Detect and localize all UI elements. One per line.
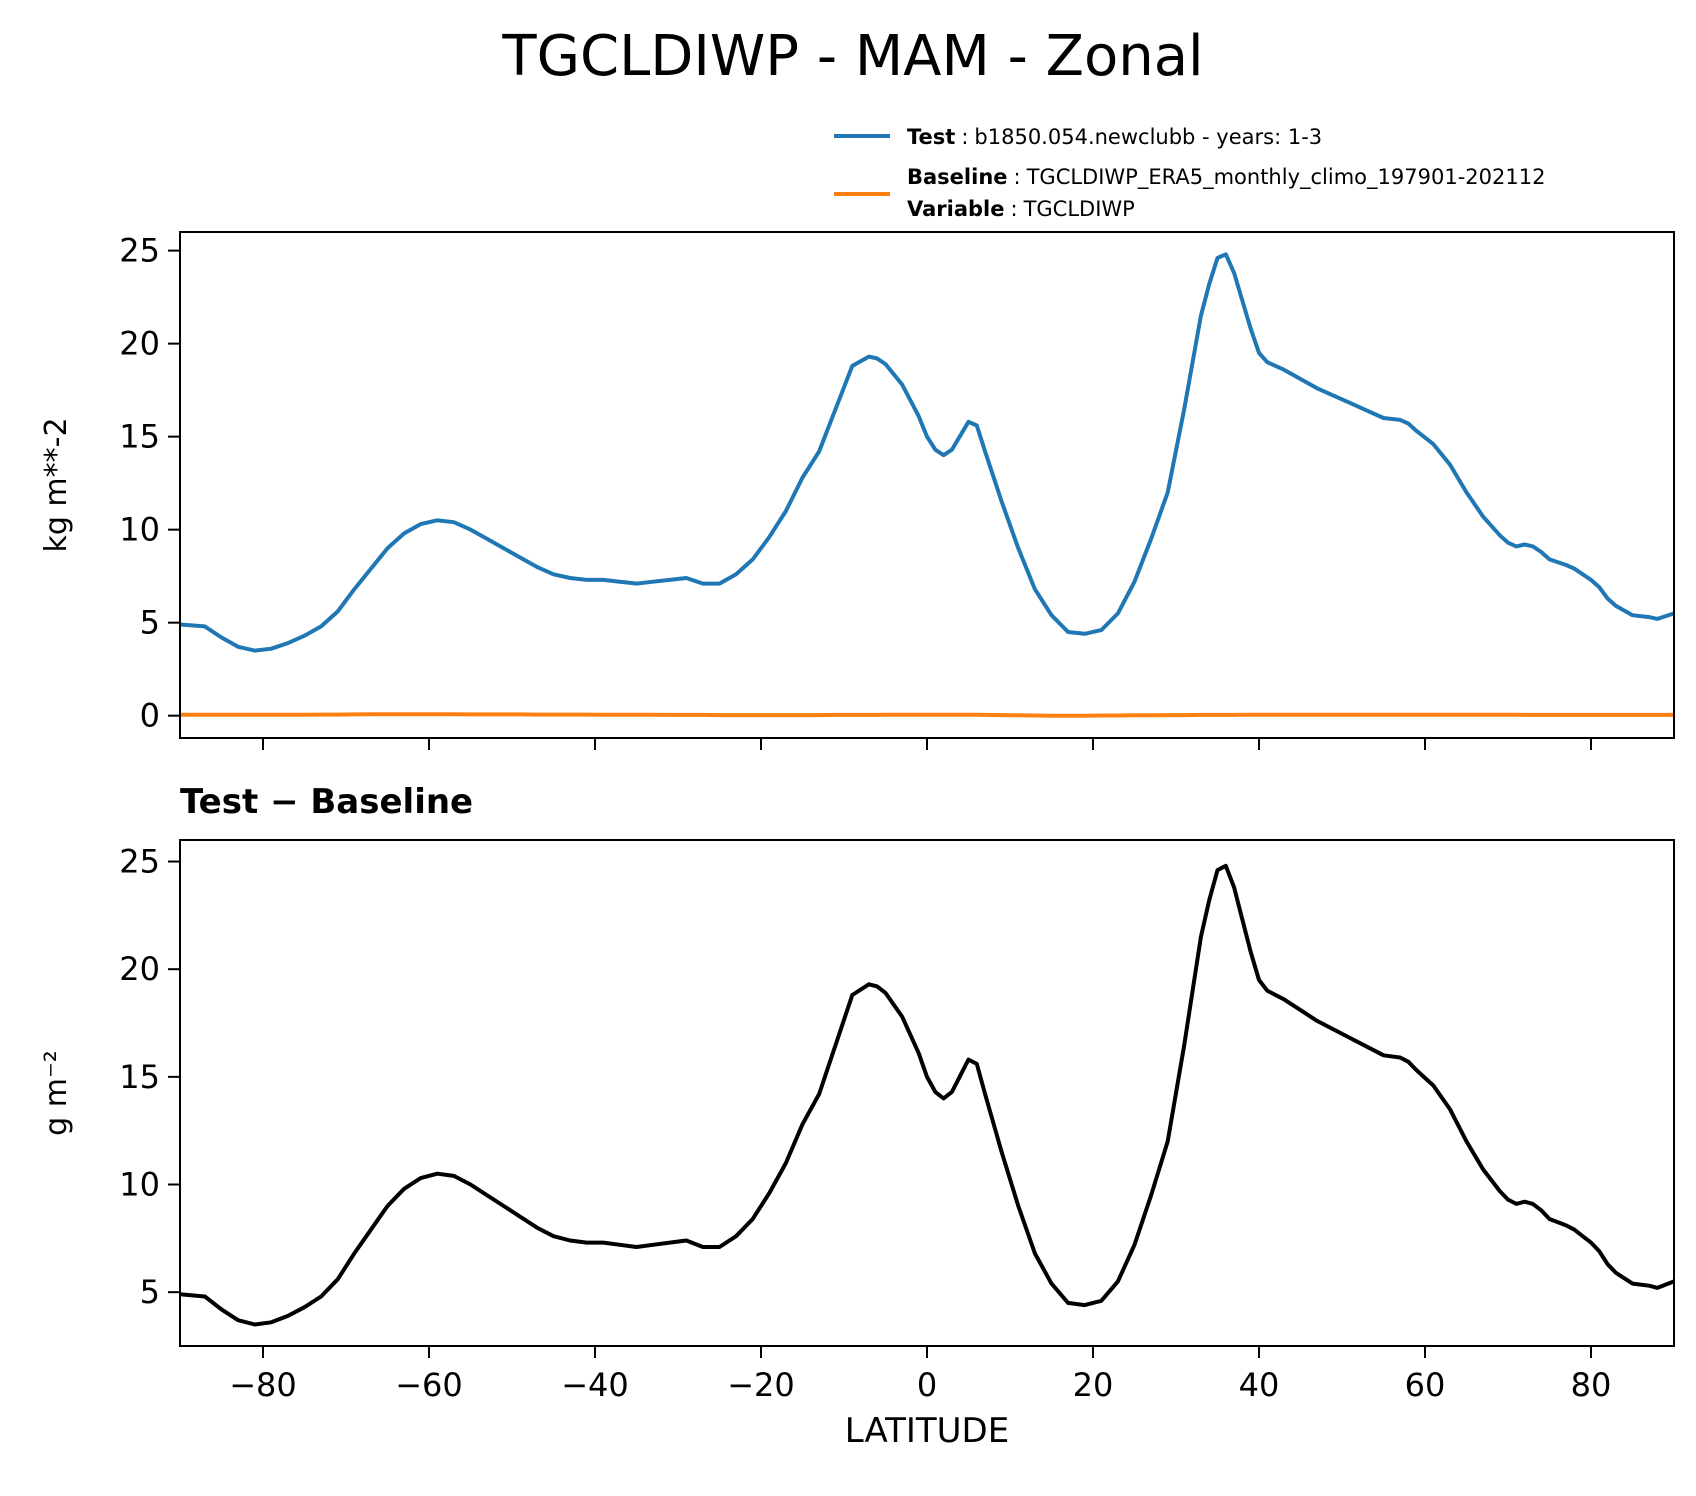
top-y-axis-label: kg m**-2 [39, 417, 74, 552]
x-tick-label: 60 [1405, 1366, 1446, 1404]
top-y-ticks: 0 5 10 15 20 25 [119, 232, 180, 735]
y-tick-label: 10 [119, 1166, 160, 1204]
top-series-group [179, 252, 1675, 718]
top-panel: 0 5 10 15 20 25 kg m**-2 [39, 231, 1675, 750]
legend-variable-text: TGCLDIWP [1023, 197, 1135, 221]
bottom-plot-frame [179, 839, 1675, 1347]
x-tick-label: 80 [1571, 1366, 1612, 1404]
legend-baseline-bold: Baseline [907, 165, 1008, 189]
y-tick-label: 10 [119, 511, 160, 549]
series-line-baseline [180, 712, 1674, 718]
legend-entry-baseline: Baseline: TGCLDIWP_ERA5_monthly_climo_197… [907, 165, 1545, 190]
y-tick-label: 20 [119, 325, 160, 363]
y-tick-label: 15 [119, 1058, 160, 1096]
legend-variable-bold: Variable [907, 197, 1004, 221]
x-tick-label: −80 [229, 1366, 297, 1404]
x-tick-label: −20 [727, 1366, 795, 1404]
legend-test-sep: : [961, 125, 968, 149]
legend-baseline-text: TGCLDIWP_ERA5_monthly_climo_197901-20211… [1026, 165, 1546, 190]
series-line-difference [179, 863, 1675, 1327]
legend-baseline-sep: : [1014, 165, 1021, 189]
bottom-series-group [179, 863, 1675, 1327]
y-tick-label: 5 [140, 1273, 160, 1311]
figure-title: TGCLDIWP - MAM - Zonal [501, 24, 1203, 89]
x-axis-label: LATITUDE [845, 1411, 1009, 1451]
legend-test-bold: Test [907, 125, 955, 149]
x-tick-label: 0 [917, 1366, 937, 1404]
y-tick-label: 20 [119, 950, 160, 988]
x-tick-label: −60 [395, 1366, 463, 1404]
y-tick-label: 5 [140, 604, 160, 642]
x-tick-label: 20 [1073, 1366, 1114, 1404]
x-tick-label: −40 [561, 1366, 629, 1404]
y-tick-label: 15 [119, 418, 160, 456]
y-tick-label: 25 [119, 843, 160, 881]
top-x-ticks [262, 738, 1592, 750]
bottom-y-axis-label: g m⁻² [39, 1050, 74, 1136]
legend-variable-sep: : [1010, 197, 1017, 221]
series-line-test [179, 252, 1675, 653]
legend-test-text: b1850.054.newclubb - years: 1-3 [974, 125, 1322, 149]
bottom-y-ticks: 5 10 15 20 25 [119, 843, 180, 1311]
legend-entry-test: Test: b1850.054.newclubb - years: 1-3 [907, 125, 1322, 149]
bottom-panel-title: Test − Baseline [180, 782, 473, 822]
x-tick-label: 40 [1239, 1366, 1280, 1404]
bottom-panel: Test − Baseline 5 10 15 20 25 −80 −60 −40 −20 0 2… [39, 782, 1675, 1451]
top-plot-frame [179, 231, 1675, 739]
y-tick-label: 0 [140, 697, 160, 735]
legend-entry-variable: Variable: TGCLDIWP [907, 197, 1135, 221]
bottom-x-ticks: −80 −60 −40 −20 0 20 40 60 80 [229, 1346, 1611, 1404]
y-tick-label: 25 [119, 232, 160, 270]
legend: Test: b1850.054.newclubb - years: 1-3 Bas… [834, 125, 1545, 221]
